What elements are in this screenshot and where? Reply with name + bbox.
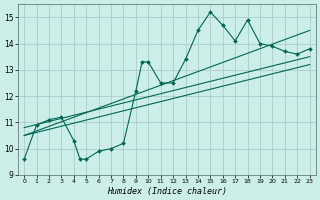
X-axis label: Humidex (Indice chaleur): Humidex (Indice chaleur): [107, 187, 227, 196]
